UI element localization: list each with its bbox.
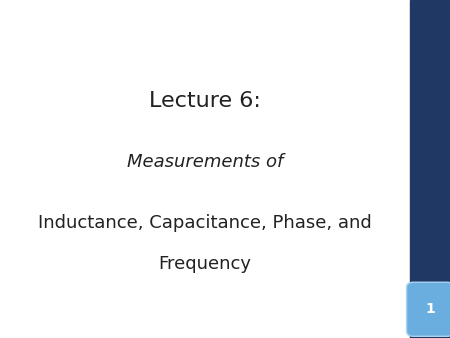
Text: Inductance, Capacitance, Phase, and: Inductance, Capacitance, Phase, and [38, 214, 372, 232]
Text: Frequency: Frequency [158, 255, 251, 273]
Text: Measurements of: Measurements of [126, 153, 283, 171]
Text: Lecture 6:: Lecture 6: [149, 91, 261, 112]
Text: 1: 1 [425, 302, 435, 316]
Bar [410, 0, 450, 338]
FancyBboxPatch shape [407, 282, 450, 336]
